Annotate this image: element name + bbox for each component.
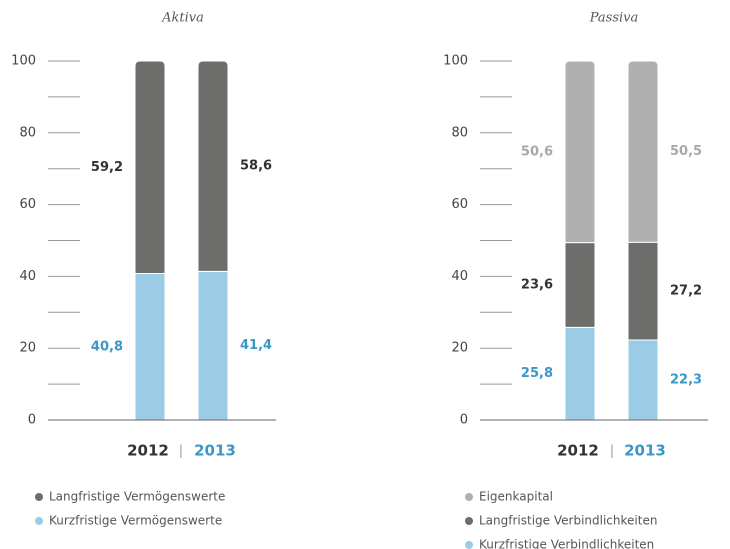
y-tick-label: 60 bbox=[451, 197, 468, 212]
value-label: 41,4 bbox=[240, 338, 272, 353]
value-label: 58,6 bbox=[240, 159, 272, 174]
year-separator: | bbox=[610, 444, 614, 459]
bar-segment bbox=[627, 339, 659, 421]
y-tick-label: 0 bbox=[460, 413, 468, 428]
chart-title: Aktiva bbox=[161, 11, 204, 26]
year-separator: | bbox=[179, 444, 183, 459]
legend-label: Langfristige Verbindlichkeiten bbox=[479, 514, 657, 528]
value-label: 50,5 bbox=[670, 144, 702, 159]
y-tick-label: 60 bbox=[19, 197, 36, 212]
value-label: 23,6 bbox=[521, 278, 553, 293]
legend-label: Kurzfristige Vermögenswerte bbox=[49, 514, 222, 528]
bar-segment bbox=[564, 60, 596, 244]
y-tick-label: 100 bbox=[11, 54, 36, 69]
bar-segment bbox=[134, 60, 166, 275]
legend-marker bbox=[465, 493, 473, 501]
y-tick-label: 80 bbox=[19, 125, 36, 140]
value-label: 25,8 bbox=[521, 366, 553, 381]
value-label: 27,2 bbox=[670, 284, 702, 299]
value-label: 22,3 bbox=[670, 372, 702, 387]
value-label: 59,2 bbox=[91, 160, 123, 175]
legend-marker bbox=[465, 541, 473, 549]
bar-segment bbox=[564, 242, 596, 328]
bar-segment bbox=[627, 60, 659, 243]
legend-marker bbox=[465, 517, 473, 525]
y-tick-label: 20 bbox=[451, 341, 468, 356]
value-label: 40,8 bbox=[91, 339, 123, 354]
legend-label: Langfristige Vermögenswerte bbox=[49, 490, 225, 504]
y-tick-label: 20 bbox=[19, 341, 36, 356]
legend-marker bbox=[35, 493, 43, 501]
y-tick-label: 0 bbox=[28, 413, 36, 428]
bar-segment bbox=[134, 273, 166, 421]
x-tick-label: 2012 bbox=[127, 442, 169, 460]
chart-title: Passiva bbox=[589, 11, 639, 26]
legend-label: Kurzfristige Verbindlichkeiten bbox=[479, 538, 654, 549]
legend-label: Eigenkapital bbox=[479, 490, 553, 504]
y-tick-label: 40 bbox=[19, 269, 36, 284]
y-tick-label: 80 bbox=[451, 125, 468, 140]
y-tick-label: 100 bbox=[443, 54, 468, 69]
x-tick-label: 2012 bbox=[557, 442, 599, 460]
bar-segment bbox=[197, 270, 229, 421]
x-tick-label: 2013 bbox=[194, 442, 236, 460]
legend-marker bbox=[35, 517, 43, 525]
value-label: 50,6 bbox=[521, 144, 553, 159]
bar-segment bbox=[627, 241, 659, 341]
x-tick-label: 2013 bbox=[624, 442, 666, 460]
y-tick-label: 40 bbox=[451, 269, 468, 284]
bar-segment bbox=[564, 326, 596, 421]
bar-segment bbox=[197, 60, 229, 272]
